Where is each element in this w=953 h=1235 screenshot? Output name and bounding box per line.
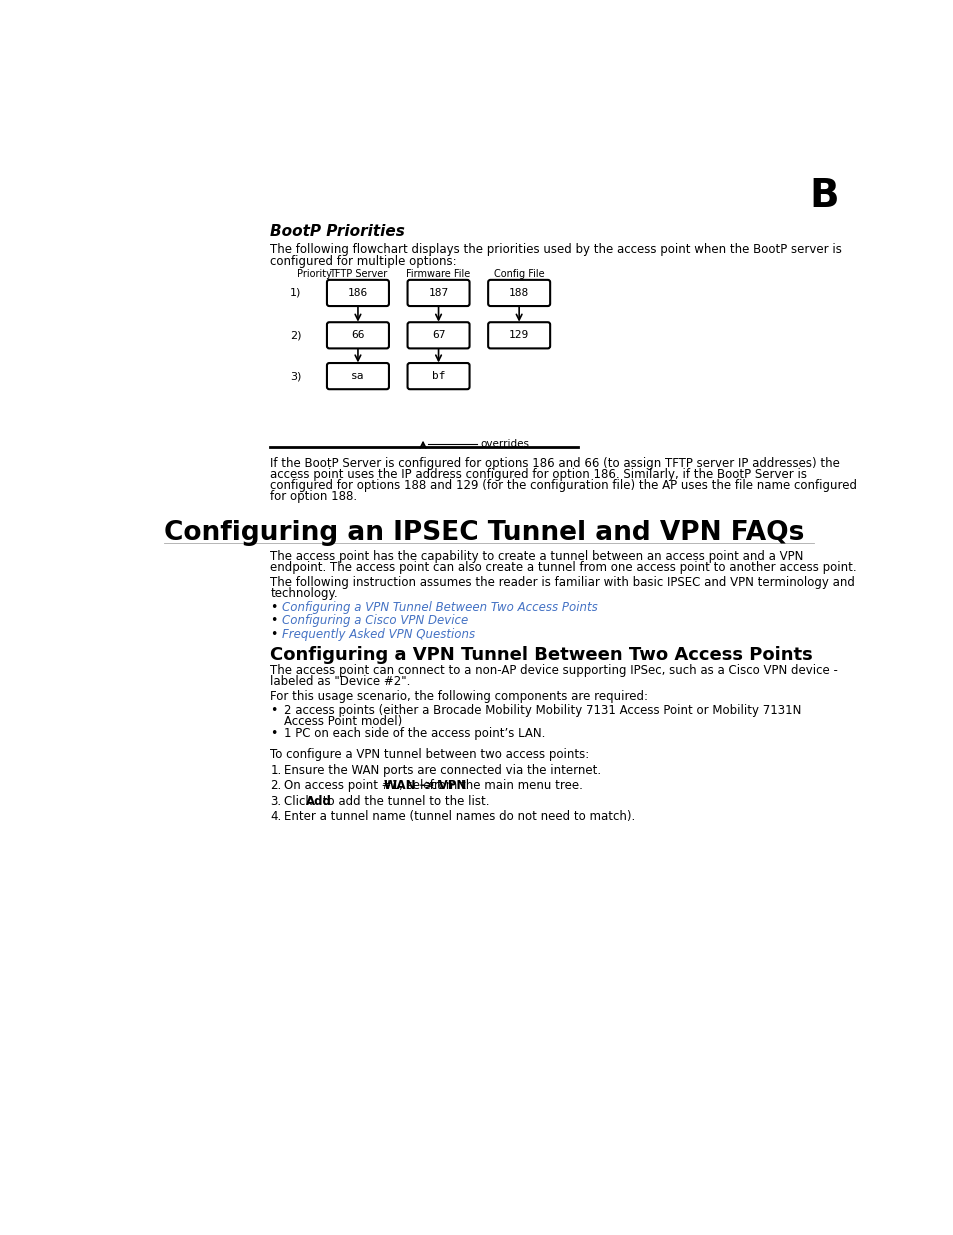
Text: 3.: 3. [270,794,281,808]
Text: 3): 3) [290,372,301,382]
FancyBboxPatch shape [327,280,389,306]
Text: 129: 129 [509,330,529,341]
Text: from the main menu tree.: from the main menu tree. [425,779,582,793]
Text: 2): 2) [290,330,301,341]
Text: configured for options 188 and 129 (for the configuration file) the AP uses the : configured for options 188 and 129 (for … [270,479,857,492]
Text: •: • [270,727,277,740]
Text: The access point has the capability to create a tunnel between an access point a: The access point has the capability to c… [270,550,803,563]
Text: TFTP Server: TFTP Server [329,269,387,279]
Text: The following instruction assumes the reader is familiar with basic IPSEC and VP: The following instruction assumes the re… [270,576,854,589]
Text: •: • [270,629,277,641]
Text: Configuring a VPN Tunnel Between Two Access Points: Configuring a VPN Tunnel Between Two Acc… [270,646,812,664]
FancyBboxPatch shape [488,322,550,348]
Text: Configuring a Cisco VPN Device: Configuring a Cisco VPN Device [282,615,468,627]
FancyBboxPatch shape [407,322,469,348]
FancyBboxPatch shape [407,280,469,306]
Text: Add: Add [306,794,332,808]
Text: to add the tunnel to the list.: to add the tunnel to the list. [318,794,489,808]
Text: 186: 186 [348,288,368,298]
FancyBboxPatch shape [327,322,389,348]
Text: BootP Priorities: BootP Priorities [270,224,405,238]
Text: Configuring an IPSEC Tunnel and VPN FAQs: Configuring an IPSEC Tunnel and VPN FAQs [164,520,803,546]
Text: 1.: 1. [270,764,281,777]
Text: On access point #1, select: On access point #1, select [284,779,445,793]
Text: •: • [270,615,277,627]
Text: •: • [270,704,277,716]
Text: bf: bf [432,372,445,382]
Text: The following flowchart displays the priorities used by the access point when th: The following flowchart displays the pri… [270,243,841,257]
Text: configured for multiple options:: configured for multiple options: [270,254,456,268]
Text: Frequently Asked VPN Questions: Frequently Asked VPN Questions [282,629,475,641]
Text: Click: Click [284,794,316,808]
Text: 187: 187 [428,288,448,298]
FancyBboxPatch shape [488,280,550,306]
Text: If the BootP Server is configured for options 186 and 66 (to assign TFTP server : If the BootP Server is configured for op… [270,457,840,471]
Text: technology.: technology. [270,587,337,600]
Text: WAN -> VPN: WAN -> VPN [383,779,466,793]
Text: For this usage scenario, the following components are required:: For this usage scenario, the following c… [270,690,648,703]
Text: The access point can connect to a non-AP device supporting IPSec, such as a Cisc: The access point can connect to a non-AP… [270,663,838,677]
Text: 4.: 4. [270,810,281,823]
Text: 2.: 2. [270,779,281,793]
Text: access point uses the IP address configured for option 186. Similarly, if the Bo: access point uses the IP address configu… [270,468,806,482]
Text: sa: sa [351,372,364,382]
Text: 1): 1) [290,288,301,298]
Text: Access Point model): Access Point model) [283,715,401,727]
Text: overrides: overrides [480,438,529,448]
Text: B: B [809,177,839,215]
FancyBboxPatch shape [407,363,469,389]
FancyBboxPatch shape [327,363,389,389]
Text: endpoint. The access point can also create a tunnel from one access point to ano: endpoint. The access point can also crea… [270,561,856,573]
Text: 66: 66 [351,330,364,341]
Text: •: • [270,600,277,614]
Text: Priority: Priority [296,269,332,279]
Text: 67: 67 [432,330,445,341]
Text: labeled as "Device #2".: labeled as "Device #2". [270,674,411,688]
Text: 1 PC on each side of the access point’s LAN.: 1 PC on each side of the access point’s … [283,727,544,740]
Text: Firmware File: Firmware File [406,269,470,279]
Text: for option 188.: for option 188. [270,490,357,503]
Text: Config File: Config File [494,269,544,279]
Text: Ensure the WAN ports are connected via the internet.: Ensure the WAN ports are connected via t… [284,764,600,777]
Text: To configure a VPN tunnel between two access points:: To configure a VPN tunnel between two ac… [270,748,589,762]
Text: Configuring a VPN Tunnel Between Two Access Points: Configuring a VPN Tunnel Between Two Acc… [282,600,598,614]
Text: Enter a tunnel name (tunnel names do not need to match).: Enter a tunnel name (tunnel names do not… [284,810,635,823]
Text: 2 access points (either a Brocade Mobility Mobility 7131 Access Point or Mobilit: 2 access points (either a Brocade Mobili… [283,704,801,716]
Text: 188: 188 [509,288,529,298]
